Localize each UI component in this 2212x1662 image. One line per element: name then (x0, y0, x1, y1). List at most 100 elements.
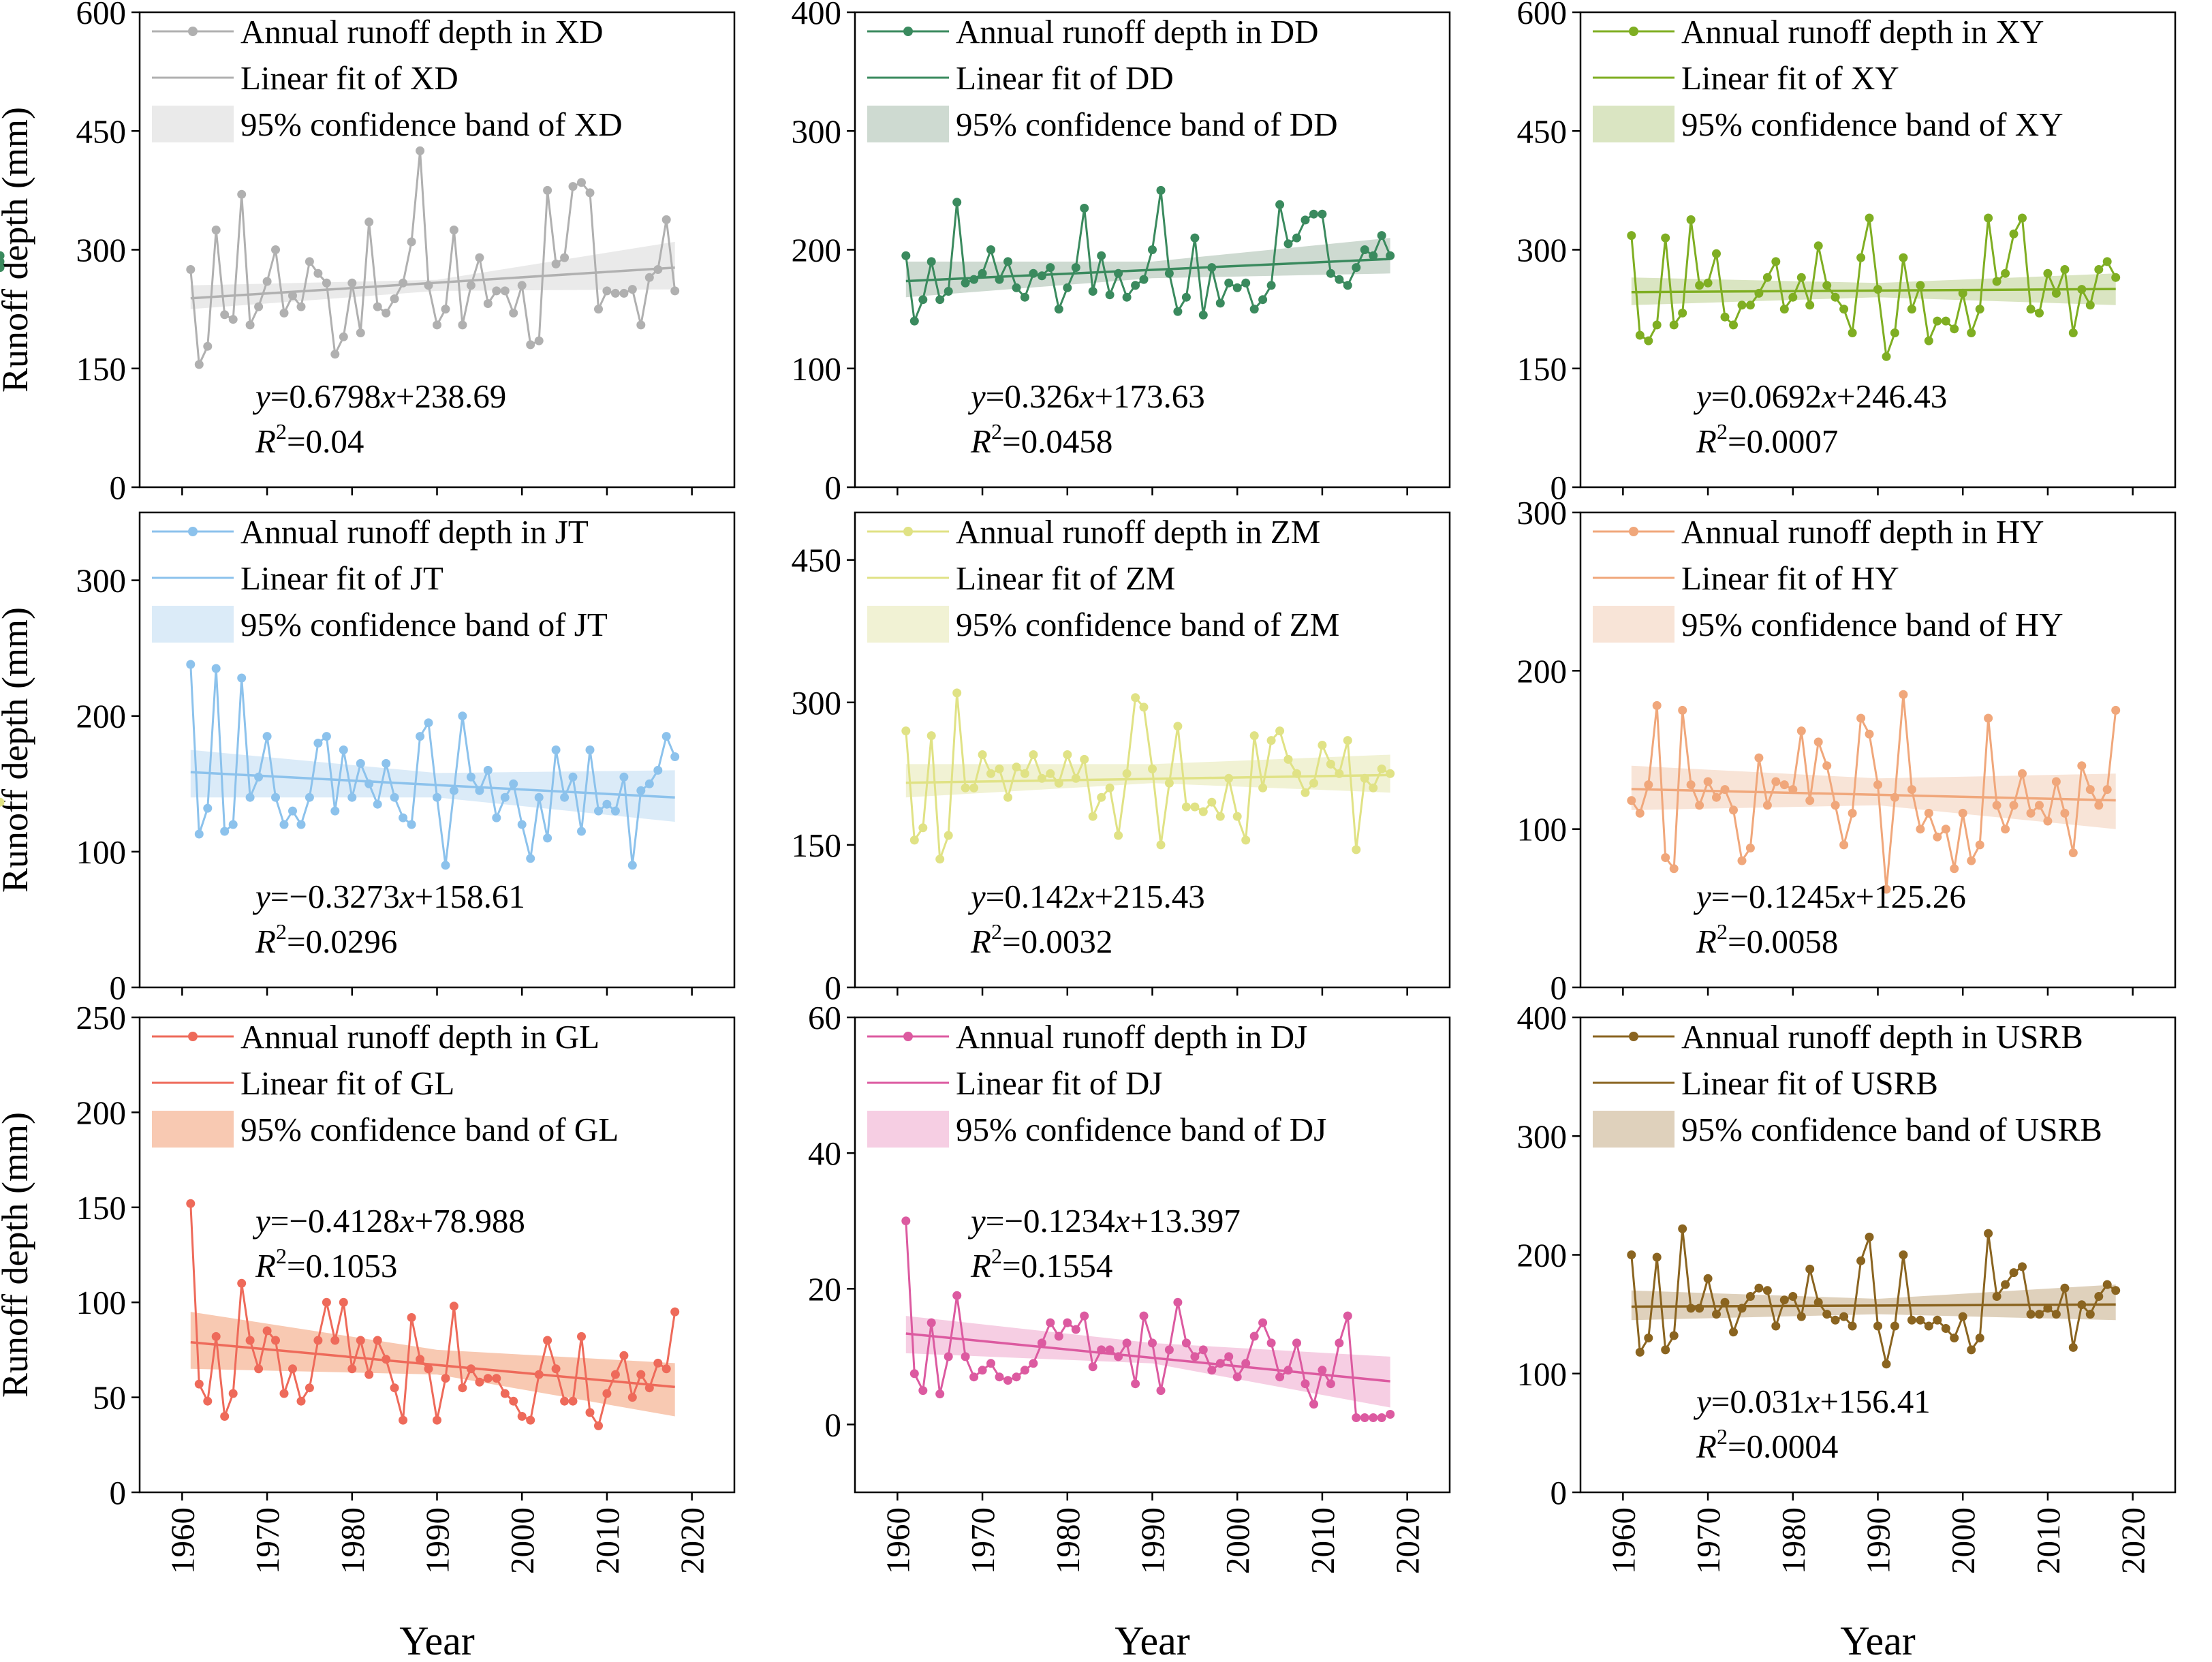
x-tick-label: 2020 (674, 1507, 711, 1574)
data-point (1114, 831, 1123, 840)
fit-equation: y=0.6798x+238.69 (252, 378, 506, 415)
data-point (2085, 1310, 2095, 1319)
data-point (1865, 213, 1874, 223)
data-point (1882, 352, 1891, 361)
data-point (1661, 1345, 1670, 1355)
data-point (288, 1364, 297, 1374)
data-point (390, 1383, 399, 1393)
data-point (1275, 726, 1285, 736)
legend-band-swatch (1593, 606, 1674, 643)
data-point (1173, 722, 1183, 731)
data-point (313, 739, 323, 748)
data-point (296, 1396, 306, 1406)
data-point (483, 765, 493, 775)
data-point (1131, 693, 1140, 703)
y-tick-label: 0 (825, 969, 842, 1006)
data-point (203, 803, 213, 813)
y-tick-label: 150 (76, 350, 127, 388)
data-point (585, 188, 595, 198)
data-point (1080, 754, 1089, 764)
data-point (1924, 808, 1933, 818)
y-tick-label: 200 (76, 698, 127, 735)
data-point (220, 310, 230, 320)
data-point (1190, 1352, 1200, 1361)
data-point (610, 806, 620, 816)
data-point (1737, 856, 1747, 865)
data-point (1635, 1347, 1645, 1357)
data-point (1249, 305, 1259, 314)
data-point (1131, 1379, 1140, 1389)
data-point (381, 758, 391, 768)
data-point (1899, 253, 1908, 262)
data-point (1012, 283, 1021, 292)
data-point (492, 286, 501, 296)
data-point (602, 286, 612, 296)
data-point (1729, 805, 1738, 815)
x-tick-label: 2020 (1389, 1507, 1427, 1574)
data-point (1241, 278, 1251, 288)
legend-series-marker (1629, 527, 1638, 536)
data-point (1984, 213, 1993, 223)
data-point (313, 268, 323, 278)
data-point (2051, 288, 2061, 298)
data-point (262, 277, 272, 286)
legend-fit-label: Linear fit of JT (240, 559, 443, 597)
y-tick-label: 300 (76, 562, 127, 600)
data-point (661, 732, 671, 741)
data-point (296, 820, 306, 829)
x-tick-label: 1960 (163, 1507, 201, 1574)
legend-series-marker (903, 1032, 913, 1041)
legend-band-swatch (152, 1111, 234, 1148)
fit-equation: y=−0.1245x+125.26 (1693, 878, 1966, 915)
data-point (2102, 1280, 2112, 1289)
data-point (1779, 305, 1789, 314)
data-point (1992, 1292, 2001, 1301)
fit-line (190, 771, 675, 799)
data-point (961, 278, 970, 288)
data-point (1360, 245, 1369, 254)
data-point (517, 1412, 527, 1421)
data-point (2085, 301, 2095, 310)
x-tick-label: 1980 (1775, 1507, 1812, 1574)
data-point (1771, 1321, 1781, 1331)
data-point (636, 1370, 646, 1379)
data-point (1283, 754, 1293, 764)
panel-xy: 0 150 300 450 600 Annual runoff depth in XY Li… (1517, 0, 2177, 506)
data-point (1848, 328, 1857, 337)
fit-line (1631, 1303, 2116, 1308)
x-tick-label: 1990 (1860, 1507, 1897, 1574)
data-point (1318, 741, 1327, 750)
data-point (1890, 1321, 1899, 1331)
data-point (1839, 1312, 1849, 1321)
data-point (1754, 1283, 1764, 1293)
y-axis-label: Runoff depth (mm) (0, 1112, 35, 1398)
data-point (1054, 305, 1063, 314)
data-point (475, 1377, 484, 1387)
x-tick-label: 2000 (1944, 1507, 1982, 1574)
y-tick-label: 300 (792, 684, 842, 722)
data-point (1232, 283, 1242, 292)
y-tick-label: 100 (76, 833, 127, 871)
x-tick-label: 2010 (1304, 1507, 1341, 1574)
data-point (237, 673, 247, 683)
y-tick-label: 150 (76, 1189, 127, 1227)
data-point (1249, 1332, 1259, 1341)
data-point (254, 1364, 264, 1374)
data-point (228, 820, 238, 829)
panel-usrb: 0 100 200 300 400 1960 1970 1980 1990 2000 2010 202… (1517, 999, 2177, 1662)
data-point (262, 732, 272, 741)
data-point (1300, 788, 1310, 797)
data-point (322, 278, 331, 288)
data-point (2102, 785, 2112, 795)
data-point (1139, 275, 1149, 284)
x-tick-label: 1970 (964, 1507, 1001, 1574)
panel-xd: 0 150 300 450 600 Annual runoff depth in XD Li… (0, 0, 736, 506)
data-point (271, 245, 280, 254)
data-point (610, 288, 620, 298)
data-point (952, 688, 962, 698)
data-point (1729, 320, 1738, 330)
data-point (1207, 1366, 1217, 1375)
y-tick-label: 100 (1517, 1355, 1568, 1393)
data-point (2068, 1342, 2078, 1352)
